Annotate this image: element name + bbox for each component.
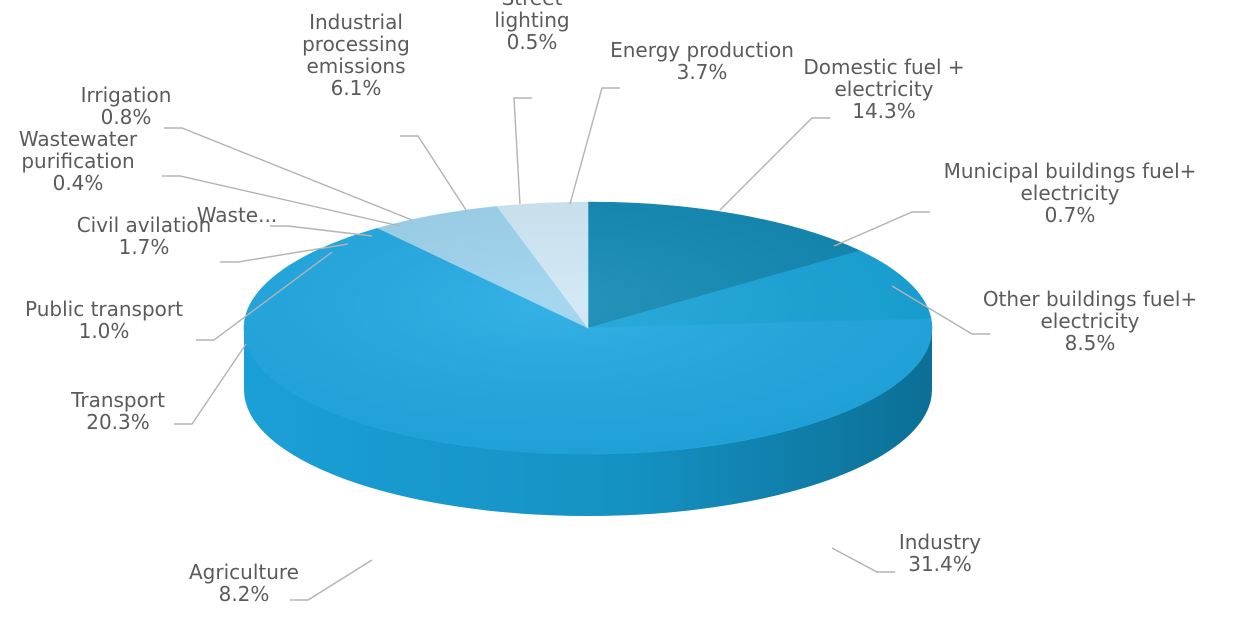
slice-value-irrigation: 0.8% [101, 105, 152, 129]
slice-name-street-lighting: lighting [494, 8, 569, 32]
leader-line-public-transport [196, 251, 333, 341]
slice-label-agriculture: Agriculture 8.2% [189, 560, 299, 606]
pie-side-wall [244, 328, 932, 516]
slice-name-municipal-buildings-fuel-electricity: Municipal buildings fuel+ [944, 159, 1197, 183]
leader-line-industry [831, 547, 895, 573]
slice-name-wastewater-purification: purification [21, 149, 134, 173]
slice-label-civil-avilation: Civil avilation 1.7% [77, 213, 212, 259]
slice-labels: Domestic fuel + electricity 14.3%Municipal… [19, 0, 1197, 606]
leader-line-industrial-processing-emissions [400, 135, 467, 211]
slice-label-industrial-processing-emissions: Industrial processing emissions 6.1% [302, 10, 410, 100]
pie-top [243, 201, 933, 455]
slice-name-domestic-fuel-electricity: Domestic fuel + [803, 55, 964, 79]
slice-name-industrial-processing-emissions: emissions [306, 54, 405, 78]
leader-line-other-buildings-fuel-electricity [891, 285, 990, 335]
slice-label-wastewater-purification: Wastewater purification 0.4% [19, 127, 138, 195]
slice-label-municipal-buildings-fuel-electricity: Municipal buildings fuel+ electricity 0.7% [944, 159, 1197, 227]
slice-name-other-buildings-fuel-electricity: electricity [1040, 309, 1139, 333]
slice-value-municipal-buildings-fuel-electricity: 0.7% [1045, 203, 1096, 227]
leader-line-agriculture [290, 559, 373, 601]
pie-side [244, 328, 932, 516]
slice-value-wastewater-purification: 0.4% [53, 171, 104, 195]
slice-label-industry: Industry 31.4% [899, 530, 981, 576]
slice-value-domestic-fuel-electricity: 14.3% [852, 99, 916, 123]
slice-name-industrial-processing-emissions: Industrial [309, 10, 403, 34]
slice-label-waste: Waste... [197, 203, 277, 227]
slice-value-industry: 31.4% [908, 552, 972, 576]
slice-label-energy-production: Energy production 3.7% [610, 38, 794, 84]
slice-value-civil-avilation: 1.7% [119, 235, 170, 259]
slice-name-irrigation: Irrigation [81, 83, 172, 107]
leader-line-transport [174, 343, 247, 425]
slice-value-public-transport: 1.0% [79, 319, 130, 343]
slice-label-irrigation: Irrigation 0.8% [81, 83, 172, 129]
slice-name-waste: Waste... [197, 203, 277, 227]
leader-line-waste [270, 225, 373, 237]
slice-name-civil-avilation: Civil avilation [77, 213, 212, 237]
slice-name-industrial-processing-emissions: processing [302, 32, 410, 56]
slice-label-street-lighting: Streetlighting0.5% [494, 0, 569, 54]
leader-line-energy-production [569, 87, 620, 205]
slice-name-transport: Transport [70, 388, 165, 412]
slice-value-street-lighting: 0.5% [507, 30, 558, 54]
slice-name-municipal-buildings-fuel-electricity: electricity [1020, 181, 1119, 205]
slice-label-other-buildings-fuel-electricity: Other buildings fuel+ electricity 8.5% [983, 287, 1197, 355]
slice-name-industry: Industry [899, 530, 981, 554]
slice-value-energy-production: 3.7% [677, 60, 728, 84]
leader-line-civil-avilation [220, 243, 349, 263]
slice-label-transport: Transport 20.3% [70, 388, 165, 434]
slice-value-transport: 20.3% [86, 410, 150, 434]
slice-label-public-transport: Public transport 1.0% [25, 297, 183, 343]
pie-top-shading [244, 202, 932, 454]
slice-name-energy-production: Energy production [610, 38, 794, 62]
leader-line-domestic-fuel-electricity [719, 117, 830, 211]
leader-line-municipal-buildings-fuel-electricity [833, 211, 930, 247]
leader-line-wastewater-purification [162, 175, 401, 227]
slice-name-agriculture: Agriculture [189, 560, 299, 584]
slice-value-agriculture: 8.2% [219, 582, 270, 606]
slice-name-wastewater-purification: Wastewater [19, 127, 138, 151]
slice-name-public-transport: Public transport [25, 297, 183, 321]
slice-name-street-lighting: Street [502, 0, 563, 10]
slice-value-industrial-processing-emissions: 6.1% [331, 76, 382, 100]
leader-line-irrigation [164, 127, 413, 221]
leader-line-street-lighting [513, 97, 532, 205]
slice-value-other-buildings-fuel-electricity: 8.5% [1065, 331, 1116, 355]
slice-name-domestic-fuel-electricity: electricity [834, 77, 933, 101]
slice-label-domestic-fuel-electricity: Domestic fuel + electricity 14.3% [803, 55, 964, 123]
leader-lines [162, 87, 990, 601]
slice-name-other-buildings-fuel-electricity: Other buildings fuel+ [983, 287, 1197, 311]
